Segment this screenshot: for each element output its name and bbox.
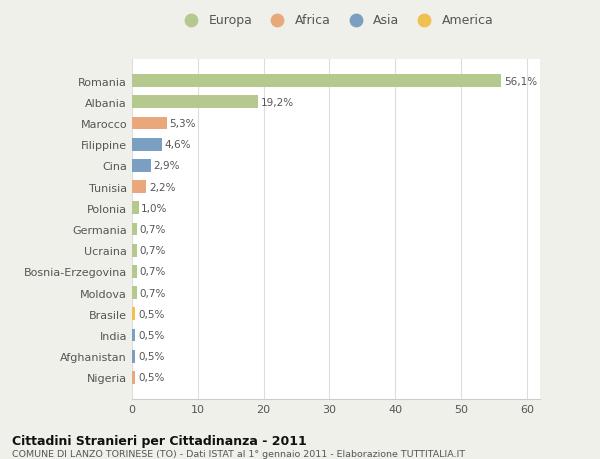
- Text: 1,0%: 1,0%: [141, 203, 167, 213]
- Text: 5,3%: 5,3%: [170, 119, 196, 129]
- Bar: [132, 265, 137, 278]
- Text: 0,5%: 0,5%: [138, 352, 164, 361]
- Text: 0,7%: 0,7%: [139, 246, 166, 256]
- Bar: [132, 202, 139, 215]
- Bar: [132, 139, 162, 151]
- Text: 0,5%: 0,5%: [138, 373, 164, 382]
- Bar: [132, 350, 135, 363]
- Text: 2,9%: 2,9%: [154, 161, 180, 171]
- Text: 0,5%: 0,5%: [138, 330, 164, 340]
- Text: 0,5%: 0,5%: [138, 309, 164, 319]
- Text: COMUNE DI LANZO TORINESE (TO) - Dati ISTAT al 1° gennaio 2011 - Elaborazione TUT: COMUNE DI LANZO TORINESE (TO) - Dati IST…: [12, 449, 465, 458]
- Bar: [132, 329, 135, 341]
- Text: 2,2%: 2,2%: [149, 182, 176, 192]
- Text: 4,6%: 4,6%: [165, 140, 191, 150]
- Bar: [132, 75, 501, 88]
- Bar: [132, 118, 167, 130]
- Bar: [132, 244, 137, 257]
- Text: 0,7%: 0,7%: [139, 224, 166, 235]
- Bar: [132, 286, 137, 299]
- Text: 19,2%: 19,2%: [261, 98, 294, 107]
- Bar: [132, 160, 151, 173]
- Text: 0,7%: 0,7%: [139, 267, 166, 277]
- Bar: [132, 223, 137, 236]
- Legend: Europa, Africa, Asia, America: Europa, Africa, Asia, America: [176, 11, 496, 29]
- Bar: [132, 96, 259, 109]
- Bar: [132, 181, 146, 194]
- Text: 56,1%: 56,1%: [504, 77, 537, 86]
- Bar: [132, 371, 135, 384]
- Text: 0,7%: 0,7%: [139, 288, 166, 298]
- Text: Cittadini Stranieri per Cittadinanza - 2011: Cittadini Stranieri per Cittadinanza - 2…: [12, 434, 307, 447]
- Bar: [132, 308, 135, 320]
